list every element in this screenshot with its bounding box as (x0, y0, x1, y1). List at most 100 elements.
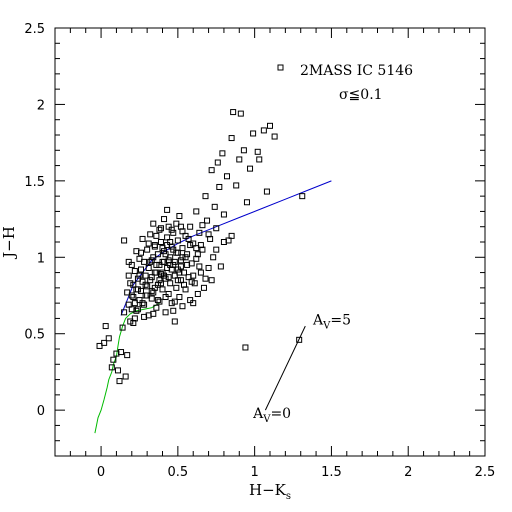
data-point (204, 217, 211, 224)
data-point (177, 277, 184, 284)
data-point (173, 284, 180, 291)
data-point (128, 292, 135, 299)
data-point (125, 272, 132, 279)
data-point (182, 232, 189, 239)
data-point (142, 281, 149, 288)
data-point (205, 231, 212, 238)
data-point (185, 235, 192, 242)
data-point (165, 290, 172, 297)
data-point (157, 280, 164, 287)
axis-tick-labels: 0 0.5 1 1.5 2 2.5 0 0.5 1 1.5 2 2.5 (24, 22, 495, 480)
data-point (136, 272, 143, 279)
data-point (202, 193, 209, 200)
data-point (159, 269, 166, 276)
data-point (250, 130, 257, 137)
data-point (196, 263, 203, 270)
data-point (174, 266, 181, 273)
y-tick-label: 0 (37, 404, 45, 419)
data-point (228, 135, 235, 142)
data-point (136, 255, 143, 262)
data-point (167, 254, 174, 261)
data-point (114, 367, 121, 374)
data-point (243, 199, 250, 206)
data-point (161, 216, 168, 223)
data-point (139, 235, 146, 242)
data-point (127, 280, 134, 287)
data-point (164, 242, 171, 249)
data-point (193, 245, 200, 252)
data-point (145, 240, 152, 247)
data-point (171, 298, 178, 305)
data-point (190, 240, 197, 247)
data-point (153, 269, 160, 276)
data-point (168, 226, 175, 233)
data-point (154, 251, 161, 258)
data-point (170, 229, 177, 236)
data-point (193, 208, 200, 215)
data-point (102, 323, 109, 330)
data-point (267, 122, 273, 129)
data-point (131, 315, 138, 322)
data-point (153, 261, 160, 268)
data-point (191, 280, 198, 287)
data-point (171, 272, 178, 279)
data-point (263, 188, 270, 195)
annotations: AV=0 AV=5 (252, 313, 351, 425)
data-point (134, 306, 141, 313)
data-point (156, 226, 163, 233)
data-point (260, 127, 267, 134)
data-point (165, 223, 172, 230)
data-point (164, 234, 171, 241)
data-point (131, 268, 138, 275)
data-point (170, 246, 177, 253)
data-point (237, 110, 244, 117)
data-point (141, 258, 148, 265)
data-point (233, 182, 240, 189)
legend-note: σ≦0.1 (339, 87, 383, 103)
data-point (157, 239, 164, 245)
data-point (150, 254, 157, 261)
data-point (156, 277, 163, 284)
data-point (116, 378, 123, 385)
data-point (144, 292, 151, 299)
x-tick-label: 2 (404, 465, 412, 480)
data-point (139, 278, 146, 285)
data-point (159, 245, 166, 252)
data-point (125, 301, 132, 308)
data-point (148, 257, 155, 264)
series-line-1 (94, 302, 160, 434)
data-point (179, 303, 186, 310)
data-point (134, 275, 141, 282)
data-point (208, 167, 215, 174)
data-point (168, 300, 175, 307)
data-point (151, 284, 158, 291)
data-point (128, 261, 135, 268)
data-point (150, 220, 157, 227)
data-point (148, 287, 155, 294)
x-tick-label: 0.5 (168, 465, 189, 480)
data-point (128, 306, 135, 313)
data-point (176, 213, 183, 220)
x-tick-label: 1 (251, 465, 259, 480)
data-point (187, 242, 194, 249)
reddening-label-1: AV=5 (312, 313, 351, 332)
data-point (162, 251, 169, 258)
data-point (161, 258, 168, 265)
data-point (121, 309, 128, 316)
data-point (190, 272, 197, 279)
data-point (150, 310, 157, 317)
data-point (197, 242, 204, 249)
x-axis-title: H−Ks (249, 481, 291, 502)
data-point (164, 206, 171, 213)
data-point (96, 342, 103, 349)
data-point (167, 280, 174, 287)
data-point (105, 335, 112, 342)
data-point (216, 183, 223, 190)
data-point (144, 246, 151, 253)
data-point (138, 266, 144, 273)
data-point (148, 295, 155, 302)
data-point (214, 159, 221, 166)
data-point (108, 364, 115, 371)
data-point (156, 261, 163, 268)
